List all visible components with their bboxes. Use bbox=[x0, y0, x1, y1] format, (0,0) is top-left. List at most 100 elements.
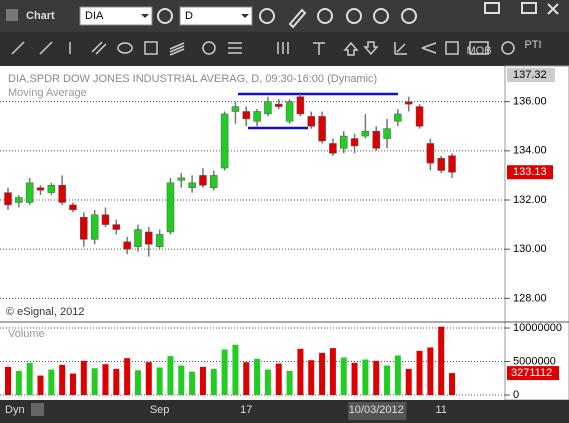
alert-icon[interactable] bbox=[346, 8, 362, 24]
candle-body bbox=[134, 229, 142, 247]
candle-body bbox=[80, 216, 88, 240]
mob-tool[interactable] bbox=[469, 41, 489, 55]
link-icon[interactable] bbox=[401, 8, 417, 24]
interval-box[interactable] bbox=[179, 6, 253, 26]
volume-bar bbox=[156, 367, 163, 395]
last-price-label: 133.13 bbox=[513, 166, 547, 178]
volume-bar bbox=[178, 365, 185, 395]
volume-bar bbox=[286, 370, 293, 395]
clock-icon[interactable] bbox=[259, 8, 275, 24]
chart-title: DIA,SPDR DOW JONES INDUSTRIAL AVERAG, D,… bbox=[8, 73, 377, 85]
candle-body bbox=[242, 111, 251, 120]
copyright: © eSignal, 2012 bbox=[6, 306, 84, 318]
candle-body bbox=[350, 138, 359, 147]
volume-bar bbox=[351, 362, 358, 395]
volume-bar bbox=[80, 360, 87, 395]
volume-bar bbox=[362, 359, 369, 395]
volume-bar bbox=[210, 368, 217, 395]
volume-bar bbox=[449, 373, 456, 395]
last-volume-box bbox=[507, 366, 559, 381]
y-tick-label: 0 bbox=[513, 389, 519, 401]
candle-body bbox=[318, 116, 326, 142]
volume-bar bbox=[5, 366, 11, 395]
gann-tool[interactable] bbox=[421, 42, 437, 54]
volume-bar bbox=[384, 365, 391, 395]
x-tick-label: Sep bbox=[150, 404, 170, 416]
ellipse-tool[interactable] bbox=[117, 42, 133, 54]
symbol[interactable]: DIA bbox=[85, 10, 104, 22]
regression-tool[interactable] bbox=[394, 42, 407, 55]
volume-bar bbox=[297, 348, 304, 395]
candle-body bbox=[210, 175, 218, 188]
candle-body bbox=[25, 182, 34, 203]
volume-bar bbox=[373, 360, 380, 395]
line-tool[interactable] bbox=[11, 41, 25, 55]
candle-body bbox=[383, 128, 391, 139]
candle-body bbox=[4, 192, 12, 206]
volume-bar bbox=[167, 356, 174, 395]
t3-tool[interactable] bbox=[501, 41, 515, 55]
x-tick-label: 17 bbox=[240, 404, 252, 416]
pencil-icon[interactable] bbox=[288, 8, 307, 29]
top-toolbar bbox=[259, 2, 559, 29]
arrow-up-tool[interactable] bbox=[343, 41, 359, 56]
symbol-box[interactable] bbox=[79, 6, 153, 26]
arrow-down-tool[interactable] bbox=[363, 41, 379, 56]
grid-tool[interactable] bbox=[445, 41, 459, 55]
volume-bar bbox=[232, 344, 239, 395]
volume-bar bbox=[69, 373, 76, 395]
settings-icon[interactable] bbox=[157, 8, 173, 24]
candle-body bbox=[415, 106, 424, 127]
volume-bar bbox=[427, 347, 434, 395]
pane-title: Volume bbox=[8, 328, 45, 340]
y-tick-label: 128.00 bbox=[513, 292, 547, 304]
candle-body bbox=[253, 111, 261, 122]
y-tick-label: 134.00 bbox=[513, 145, 547, 157]
ray-tool[interactable] bbox=[39, 41, 53, 55]
volume-bar bbox=[340, 357, 347, 395]
volume-bar bbox=[243, 362, 250, 395]
candle-body bbox=[166, 182, 175, 233]
volume-bar bbox=[189, 371, 196, 395]
candle-body bbox=[199, 175, 207, 186]
y-tick-label: 130.00 bbox=[513, 243, 547, 255]
candle-body bbox=[372, 130, 380, 149]
scale-button[interactable] bbox=[31, 403, 44, 416]
x-tick-label: 10/03/2012 bbox=[349, 404, 404, 416]
axis-top-label: 137.32 bbox=[513, 69, 547, 81]
axis-area bbox=[504, 65, 569, 401]
candle-body bbox=[188, 182, 196, 188]
volume-bar bbox=[37, 375, 44, 395]
dropdown-arrow bbox=[241, 14, 249, 18]
volume-bar bbox=[405, 368, 412, 395]
interval[interactable]: D bbox=[185, 10, 193, 22]
cycle-tool[interactable] bbox=[277, 42, 289, 54]
fan-tool[interactable] bbox=[169, 42, 185, 56]
candle-body bbox=[264, 101, 272, 115]
toolbar-label: MOB bbox=[466, 45, 491, 57]
window-icon bbox=[6, 9, 18, 21]
candle-body bbox=[361, 130, 370, 137]
volume-bar bbox=[59, 364, 66, 395]
candle-body bbox=[285, 101, 294, 122]
a-icon[interactable] bbox=[373, 8, 389, 24]
close-button[interactable] bbox=[547, 3, 559, 15]
channel-tool[interactable] bbox=[91, 41, 107, 55]
volume-bar bbox=[134, 370, 141, 395]
volume-bar bbox=[221, 349, 228, 395]
candle-body bbox=[69, 204, 77, 211]
candle-body bbox=[329, 143, 337, 154]
circle-tool[interactable] bbox=[202, 41, 216, 55]
candle-body bbox=[36, 187, 45, 191]
candle-body bbox=[155, 234, 164, 247]
drawing-tools bbox=[11, 41, 515, 56]
text-tool[interactable] bbox=[313, 42, 325, 55]
y-tick-label: 5000000 bbox=[513, 355, 556, 367]
volume-bar bbox=[308, 360, 315, 395]
fib-tool[interactable] bbox=[228, 42, 242, 54]
refresh-icon[interactable] bbox=[317, 8, 333, 24]
maximize-button[interactable] bbox=[521, 2, 537, 14]
restore-button[interactable] bbox=[484, 2, 500, 14]
rect-tool[interactable] bbox=[144, 41, 158, 55]
